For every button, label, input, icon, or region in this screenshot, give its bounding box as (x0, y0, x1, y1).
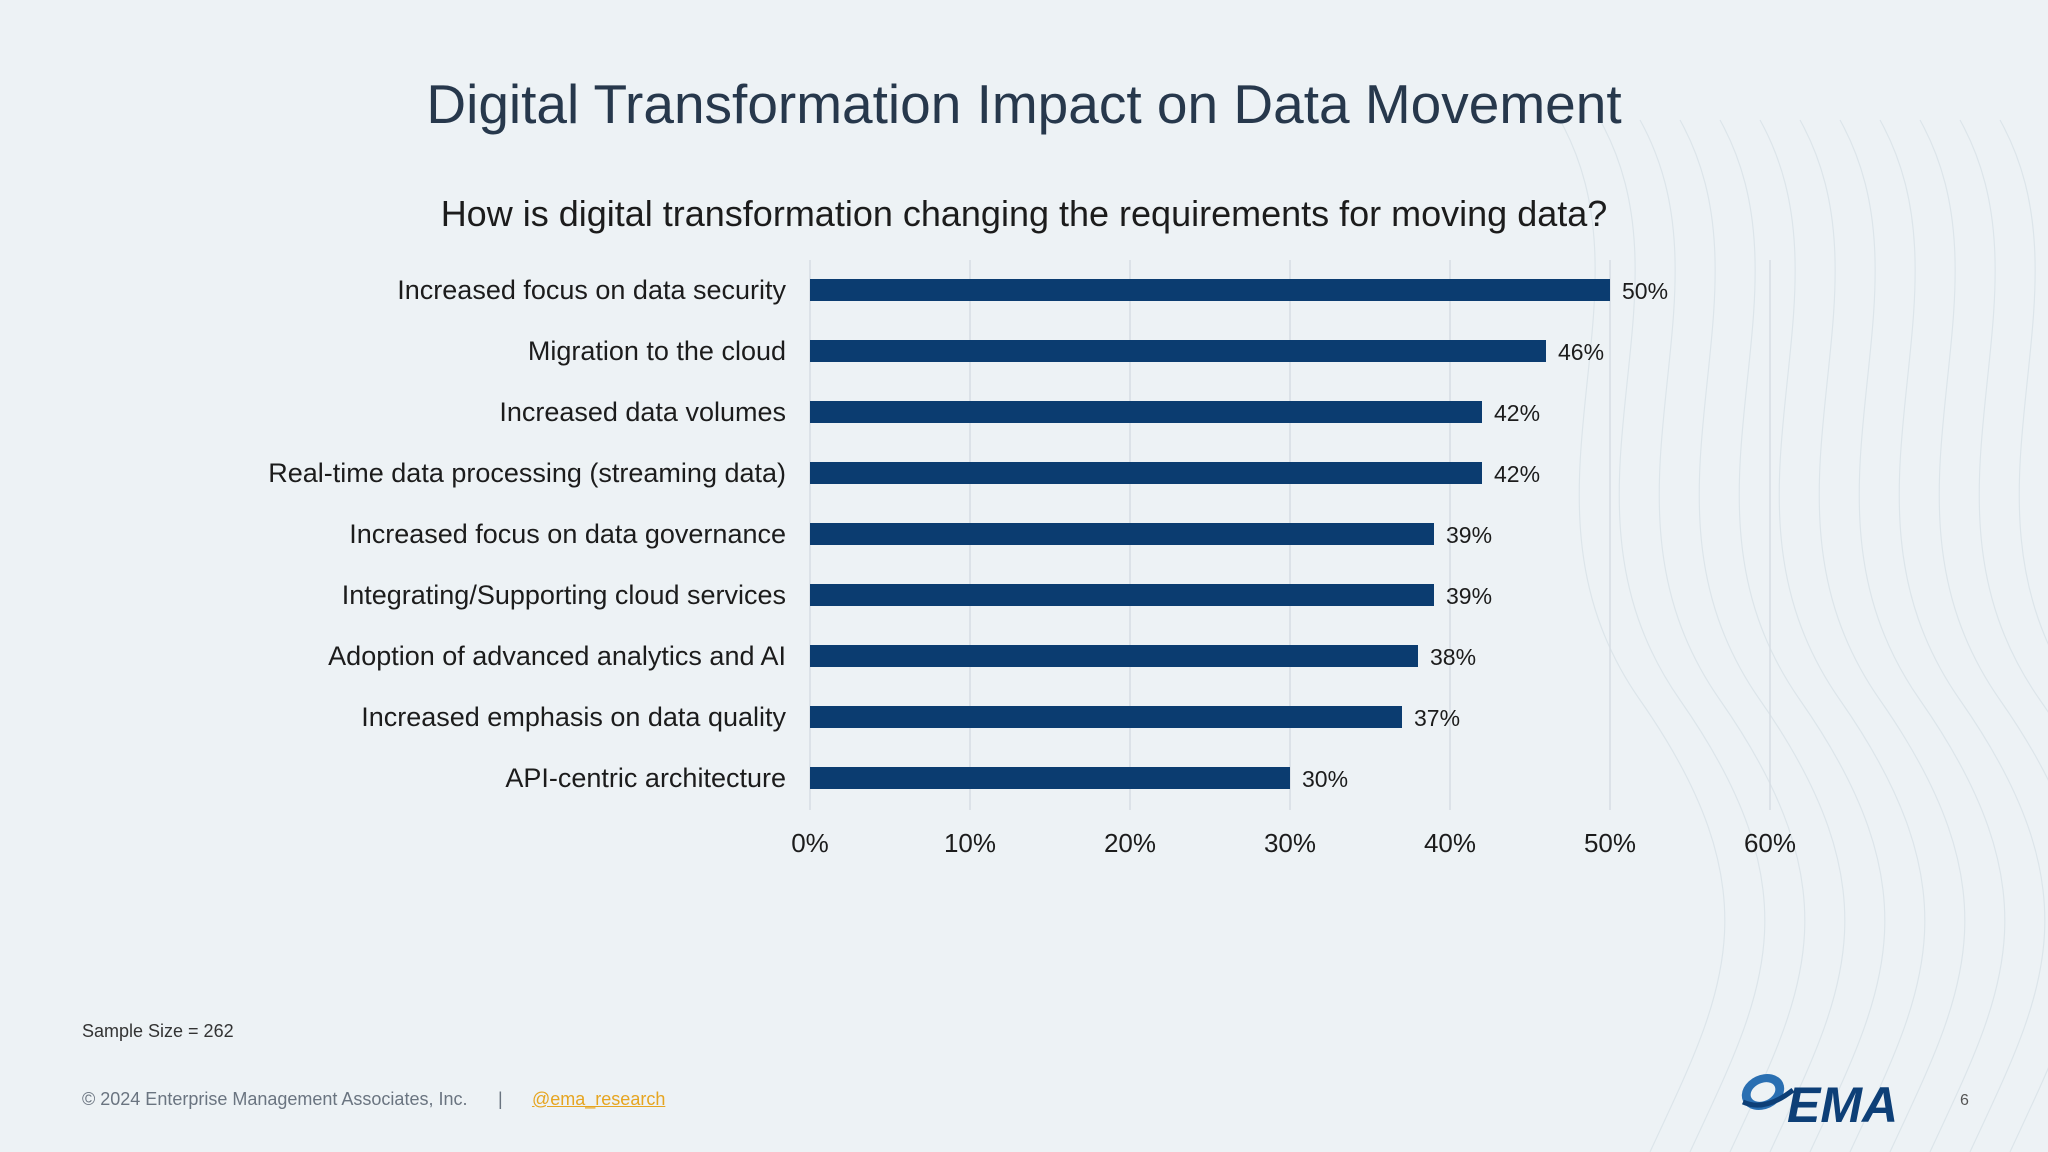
category-label: Increased emphasis on data quality (361, 702, 786, 732)
category-label: API-centric architecture (505, 763, 786, 793)
ema-logo: EMA (1741, 1074, 1898, 1128)
category-label: Increased data volumes (499, 397, 786, 427)
category-label: Increased focus on data governance (349, 519, 786, 549)
data-label: 39% (1446, 522, 1492, 548)
logo-text: EMA (1787, 1077, 1898, 1128)
bar (810, 706, 1402, 728)
x-tick-label: 20% (1104, 828, 1156, 858)
bar (810, 462, 1482, 484)
data-label: 37% (1414, 705, 1460, 731)
bar (810, 401, 1482, 423)
data-label: 30% (1302, 766, 1348, 792)
bar (810, 340, 1546, 362)
chart-title: How is digital transformation changing t… (440, 193, 1608, 234)
page-number: 6 (1960, 1092, 1969, 1109)
sample-size-note: Sample Size = 262 (82, 1021, 234, 1041)
x-tick-label: 60% (1744, 828, 1796, 858)
twitter-handle-link[interactable]: @ema_research (532, 1089, 666, 1109)
x-tick-label: 10% (944, 828, 996, 858)
category-label: Real-time data processing (streaming dat… (268, 458, 786, 488)
bar (810, 523, 1434, 545)
category-label: Increased focus on data security (397, 275, 786, 305)
x-tick-label: 40% (1424, 828, 1476, 858)
data-label: 38% (1430, 644, 1476, 670)
bar (810, 767, 1290, 789)
data-label: 39% (1446, 583, 1492, 609)
category-label: Integrating/Supporting cloud services (342, 580, 786, 610)
footer-copyright: © 2024 Enterprise Management Associates,… (82, 1089, 468, 1109)
x-tick-label: 30% (1264, 828, 1316, 858)
bar (810, 584, 1434, 606)
category-label: Adoption of advanced analytics and AI (328, 641, 786, 671)
x-tick-label: 50% (1584, 828, 1636, 858)
data-label: 42% (1494, 461, 1540, 487)
bar (810, 279, 1610, 301)
slide-title: Digital Transformation Impact on Data Mo… (426, 73, 1622, 135)
category-label: Migration to the cloud (528, 336, 786, 366)
x-tick-label: 0% (791, 828, 829, 858)
data-label: 50% (1622, 278, 1668, 304)
data-label: 46% (1558, 339, 1604, 365)
data-label: 42% (1494, 400, 1540, 426)
bar (810, 645, 1418, 667)
bar-chart: 0% 10% 20% 30% 40% 50% 60% Increased focus on d… (268, 260, 1796, 858)
footer-separator: | (498, 1089, 503, 1109)
